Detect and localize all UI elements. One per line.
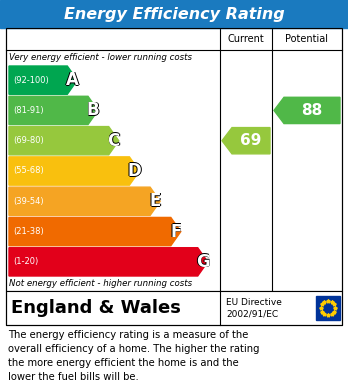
Bar xyxy=(6,28,342,325)
Polygon shape xyxy=(9,157,140,185)
Text: B: B xyxy=(87,101,100,119)
Text: EU Directive: EU Directive xyxy=(226,298,282,307)
Text: D: D xyxy=(128,162,142,180)
Text: C: C xyxy=(108,132,120,150)
Text: C: C xyxy=(107,132,119,150)
Polygon shape xyxy=(9,127,119,155)
Polygon shape xyxy=(274,97,340,124)
Text: A: A xyxy=(66,70,79,88)
Polygon shape xyxy=(9,187,160,215)
Text: G: G xyxy=(195,253,209,271)
Polygon shape xyxy=(9,217,181,246)
Text: 2002/91/EC: 2002/91/EC xyxy=(226,309,278,318)
Text: E: E xyxy=(149,193,161,211)
Text: F: F xyxy=(170,222,182,240)
Bar xyxy=(6,291,342,325)
Text: C: C xyxy=(108,132,120,150)
Text: (92-100): (92-100) xyxy=(13,75,49,84)
Text: B: B xyxy=(87,102,99,120)
Text: B: B xyxy=(87,101,99,119)
Text: Potential: Potential xyxy=(285,34,329,44)
Text: G: G xyxy=(196,252,209,270)
Bar xyxy=(6,28,342,291)
Text: E: E xyxy=(149,192,160,210)
Text: A: A xyxy=(66,71,79,89)
Text: (39-54): (39-54) xyxy=(13,197,44,206)
Text: A: A xyxy=(66,72,79,90)
Text: E: E xyxy=(149,192,161,210)
Text: Energy Efficiency Rating: Energy Efficiency Rating xyxy=(64,7,284,22)
Text: D: D xyxy=(127,162,141,180)
Text: England & Wales: England & Wales xyxy=(11,299,181,317)
Text: D: D xyxy=(127,161,141,179)
Text: F: F xyxy=(170,222,182,240)
Text: D: D xyxy=(127,162,141,180)
Text: B: B xyxy=(87,101,99,119)
Polygon shape xyxy=(9,96,98,125)
Text: Current: Current xyxy=(228,34,264,44)
Text: G: G xyxy=(196,253,209,271)
Text: E: E xyxy=(150,192,161,210)
Text: G: G xyxy=(196,253,210,271)
Text: A: A xyxy=(65,71,78,89)
Text: (81-91): (81-91) xyxy=(13,106,44,115)
Text: The energy efficiency rating is a measure of the
overall efficiency of a home. T: The energy efficiency rating is a measur… xyxy=(8,330,260,382)
Text: F: F xyxy=(171,222,182,240)
Text: C: C xyxy=(108,132,120,150)
Text: 69: 69 xyxy=(240,133,262,148)
Text: 88: 88 xyxy=(301,103,323,118)
Text: A: A xyxy=(66,71,79,89)
Text: (55-68): (55-68) xyxy=(13,167,44,176)
Text: F: F xyxy=(169,222,181,240)
Polygon shape xyxy=(9,66,77,94)
Text: F: F xyxy=(170,223,182,241)
Bar xyxy=(316,296,340,320)
Text: G: G xyxy=(196,253,209,271)
Polygon shape xyxy=(222,127,270,154)
Text: E: E xyxy=(149,192,161,210)
Text: D: D xyxy=(127,163,141,181)
Bar xyxy=(0,0,348,28)
Text: (21-38): (21-38) xyxy=(13,227,44,236)
Text: B: B xyxy=(86,101,99,119)
Text: Very energy efficient - lower running costs: Very energy efficient - lower running co… xyxy=(9,53,192,62)
Text: Not energy efficient - higher running costs: Not energy efficient - higher running co… xyxy=(9,280,192,289)
Polygon shape xyxy=(9,248,208,276)
Text: C: C xyxy=(108,131,120,149)
Text: (69-80): (69-80) xyxy=(13,136,44,145)
Text: (1-20): (1-20) xyxy=(13,257,38,266)
